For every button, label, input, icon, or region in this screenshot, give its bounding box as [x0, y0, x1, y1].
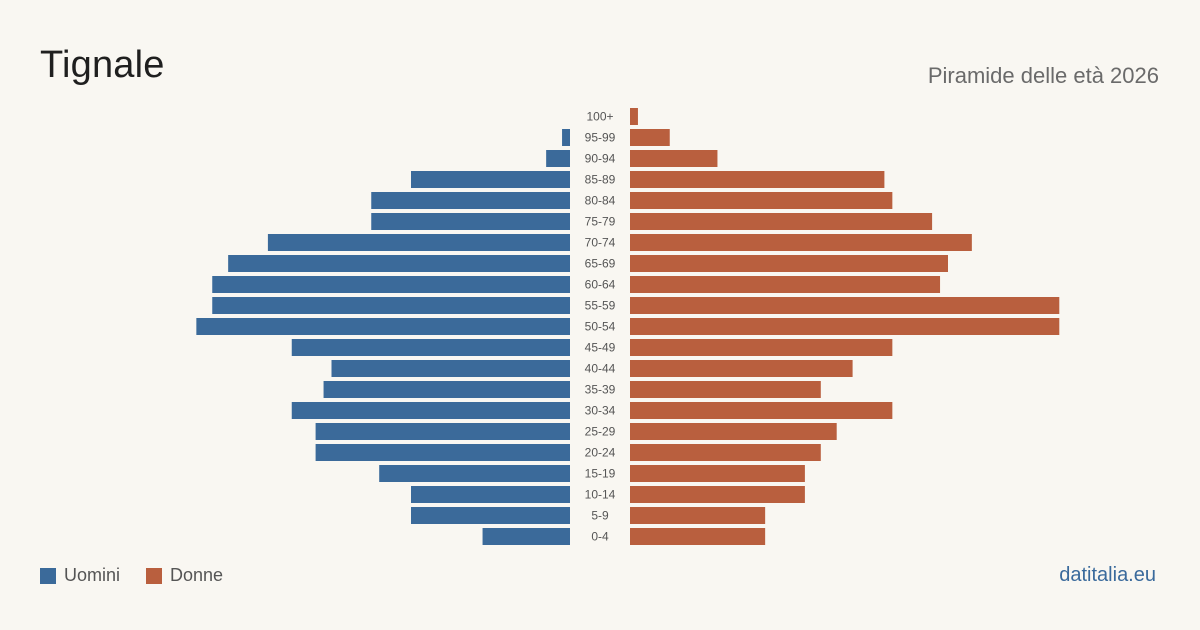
legend-item-men: Uomini	[40, 565, 120, 586]
bar-men-90-94	[546, 150, 570, 167]
age-label-25-29: 25-29	[585, 425, 616, 439]
bar-men-55-59	[212, 297, 570, 314]
bar-women-10-14	[630, 486, 805, 503]
bar-women-95-99	[630, 129, 670, 146]
age-label-20-24: 20-24	[585, 446, 616, 460]
bar-men-70-74	[267, 234, 570, 251]
bar-women-90-94	[630, 150, 718, 167]
bar-men-85-89	[411, 171, 570, 188]
legend-swatch-women	[146, 567, 163, 584]
bar-men-10-14	[411, 486, 570, 503]
bar-men-45-49	[291, 339, 570, 356]
bar-men-95-99	[562, 129, 570, 146]
bar-men-50-54	[196, 318, 570, 335]
age-label-80-84: 80-84	[585, 194, 616, 208]
bar-women-15-19	[630, 465, 805, 482]
age-label-95-99: 95-99	[585, 131, 616, 145]
bar-men-35-39	[323, 381, 570, 398]
bar-women-30-34	[630, 402, 893, 419]
bar-women-45-49	[630, 339, 893, 356]
chart-subtitle: Piramide delle età 2026	[927, 63, 1159, 88]
bar-women-35-39	[630, 381, 821, 398]
age-label-75-79: 75-79	[585, 215, 616, 229]
age-label-0-4: 0-4	[591, 530, 609, 544]
bar-women-85-89	[630, 171, 885, 188]
bar-women-75-79	[630, 213, 933, 230]
bar-men-0-4	[482, 528, 570, 545]
legend-swatch-men	[40, 567, 56, 584]
age-label-10-14: 10-14	[585, 488, 616, 502]
age-label-100plus: 100+	[586, 110, 613, 124]
bar-women-0-4	[630, 528, 766, 545]
bar-men-40-44	[331, 360, 570, 377]
bar-men-60-64	[212, 276, 570, 293]
legend-label-women: Donne	[170, 565, 224, 585]
age-label-90-94: 90-94	[585, 152, 616, 166]
bar-men-75-79	[371, 213, 570, 230]
age-label-70-74: 70-74	[585, 236, 616, 250]
bar-women-100plus	[630, 108, 638, 125]
bar-women-65-69	[630, 255, 948, 272]
bar-men-80-84	[371, 192, 570, 209]
page-title: Tignale	[40, 44, 165, 86]
age-label-45-49: 45-49	[585, 341, 616, 355]
bar-men-5-9	[411, 507, 570, 524]
bar-men-25-29	[315, 423, 570, 440]
bar-men-65-69	[228, 255, 570, 272]
age-label-30-34: 30-34	[585, 404, 616, 418]
bar-women-80-84	[630, 192, 893, 209]
bar-women-60-64	[630, 276, 941, 293]
age-label-40-44: 40-44	[585, 362, 616, 376]
age-label-5-9: 5-9	[591, 509, 609, 523]
bar-women-20-24	[630, 444, 821, 461]
bar-men-30-34	[291, 402, 570, 419]
age-label-65-69: 65-69	[585, 257, 616, 271]
population-pyramid-chart: 100+ 95-99 90-94 85-89 80-84 75-79 70-74 65-69 6…	[196, 108, 1060, 545]
age-label-85-89: 85-89	[585, 173, 616, 187]
bar-men-15-19	[379, 465, 570, 482]
age-label-35-39: 35-39	[585, 383, 616, 397]
age-label-15-19: 15-19	[585, 467, 616, 481]
bar-women-50-54	[630, 318, 1060, 335]
brand-link[interactable]: datitalia.eu	[1059, 564, 1156, 586]
age-label-50-54: 50-54	[585, 320, 616, 334]
bar-women-70-74	[630, 234, 972, 251]
bar-women-40-44	[630, 360, 853, 377]
age-label-55-59: 55-59	[585, 299, 616, 313]
bar-women-25-29	[630, 423, 837, 440]
bar-women-5-9	[630, 507, 766, 524]
bar-women-55-59	[630, 297, 1060, 314]
legend: Uomini Donne	[40, 565, 249, 586]
bar-men-20-24	[315, 444, 570, 461]
legend-item-women: Donne	[146, 565, 223, 586]
age-label-60-64: 60-64	[585, 278, 616, 292]
legend-label-men: Uomini	[64, 565, 121, 585]
